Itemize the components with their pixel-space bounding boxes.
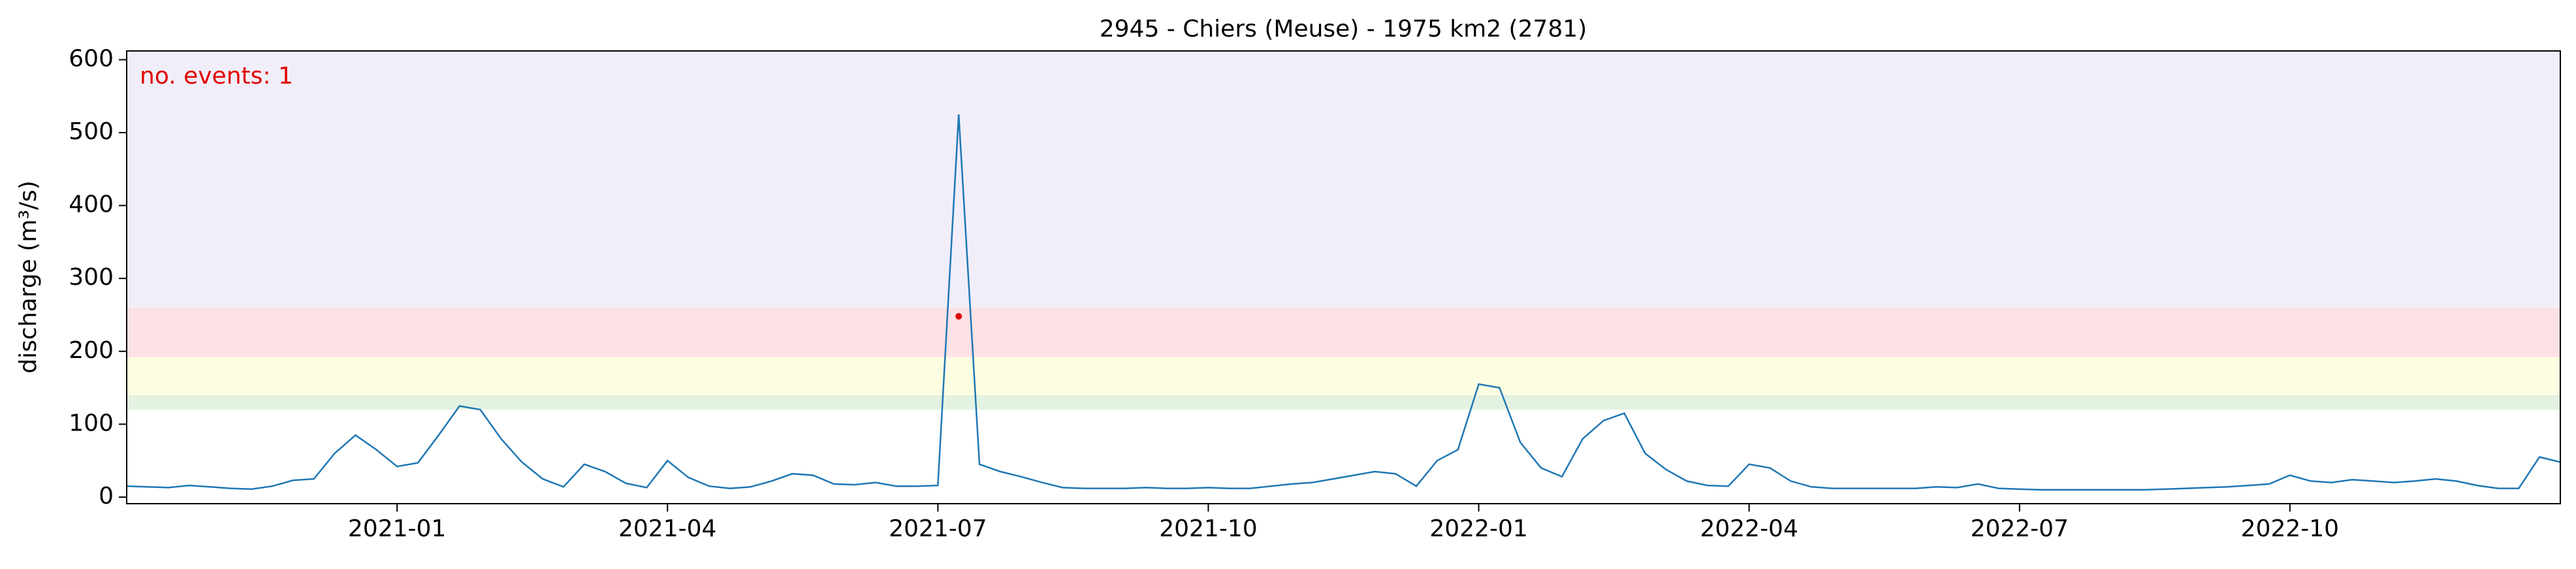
x-tick-label: 2022-07 [1971, 515, 2069, 542]
threshold-band [127, 357, 2560, 395]
x-tick-label: 2021-01 [348, 515, 446, 542]
x-tick-label: 2022-01 [1429, 515, 1527, 542]
x-tick-label: 2022-10 [2241, 515, 2339, 542]
event-point [955, 313, 962, 320]
threshold-band [127, 395, 2560, 410]
x-tick-label: 2021-10 [1159, 515, 1257, 542]
y-tick-label: 500 [69, 118, 114, 145]
y-tick-label: 0 [99, 483, 114, 510]
threshold-band [127, 51, 2560, 308]
x-tick-label: 2021-07 [889, 515, 987, 542]
x-tick-label: 2022-04 [1700, 515, 1798, 542]
y-axis-label: discharge (m³/s) [15, 180, 42, 373]
x-tick-label: 2021-04 [618, 515, 716, 542]
plot-frame [126, 50, 2561, 504]
y-tick-label: 400 [69, 191, 114, 218]
y-tick-label: 600 [69, 45, 114, 72]
y-tick-label: 100 [69, 410, 114, 436]
chart-title: 2945 - Chiers (Meuse) - 1975 km2 (2781) [1100, 16, 1587, 42]
y-tick-label: 300 [69, 264, 114, 291]
y-tick-label: 200 [69, 337, 114, 364]
discharge-line [126, 114, 2561, 491]
threshold-band [127, 307, 2560, 357]
annotation: no. events: 1 [140, 63, 293, 89]
